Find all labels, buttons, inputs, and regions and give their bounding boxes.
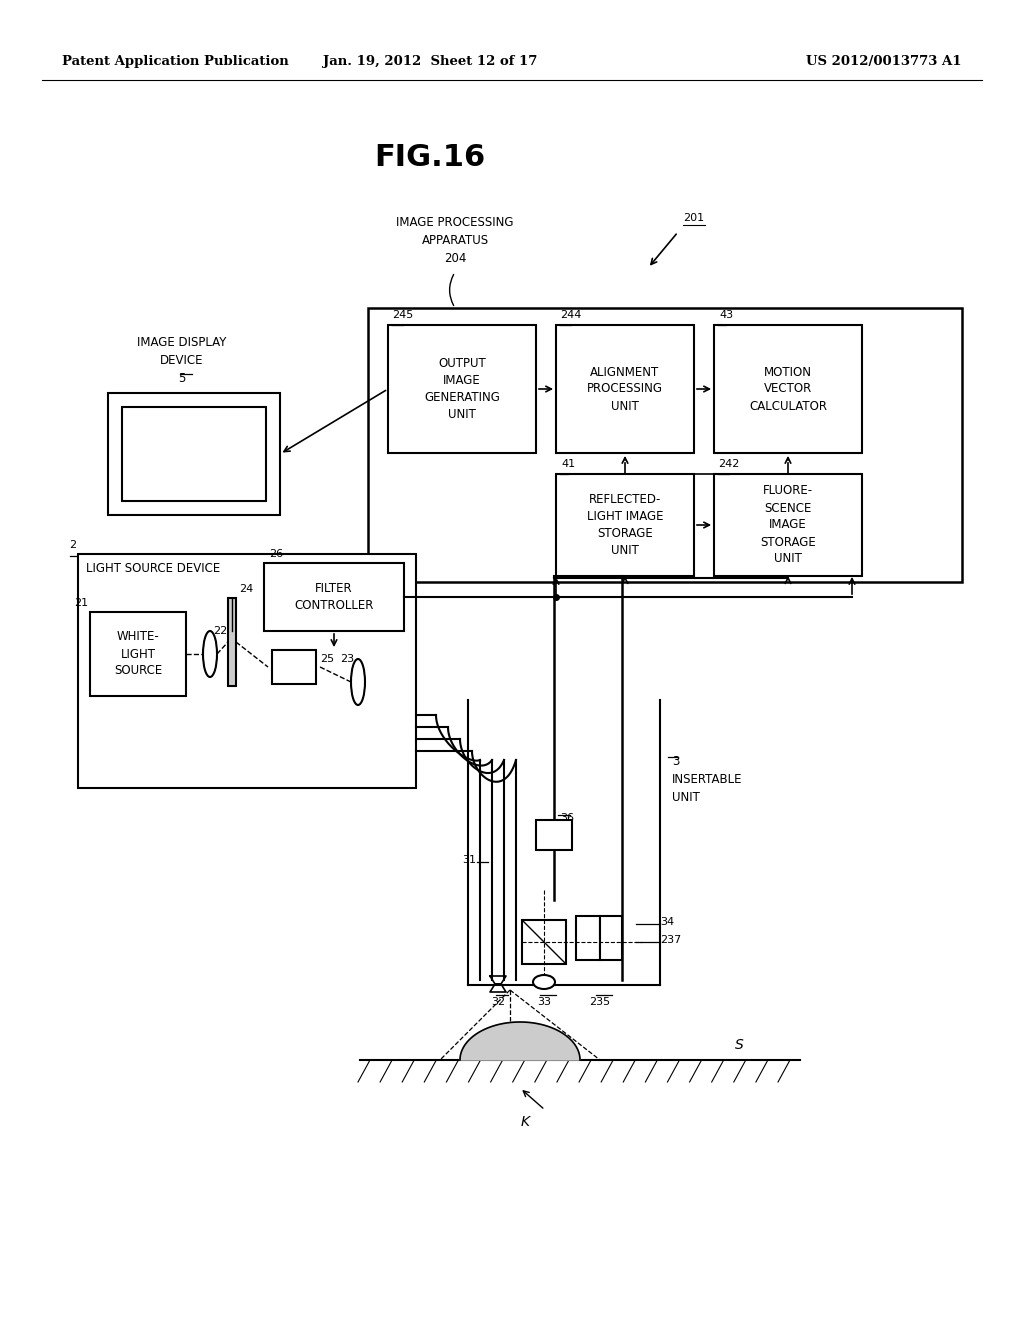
Text: S: S [735,1038,743,1052]
Text: ALIGNMENT
PROCESSING
UNIT: ALIGNMENT PROCESSING UNIT [587,366,663,412]
Text: OUTPUT
IMAGE
GENERATING
UNIT: OUTPUT IMAGE GENERATING UNIT [424,356,500,421]
FancyBboxPatch shape [388,325,536,453]
FancyBboxPatch shape [714,474,862,576]
Text: 201: 201 [683,213,705,223]
Polygon shape [460,1022,580,1060]
FancyBboxPatch shape [122,407,266,502]
Text: 41: 41 [561,459,575,469]
FancyBboxPatch shape [714,325,862,453]
Text: 242: 242 [718,459,739,469]
Text: LIGHT SOURCE DEVICE: LIGHT SOURCE DEVICE [86,562,220,576]
Text: 24: 24 [239,583,253,594]
FancyBboxPatch shape [556,474,694,576]
Text: MOTION
VECTOR
CALCULATOR: MOTION VECTOR CALCULATOR [749,366,827,412]
Text: US 2012/0013773 A1: US 2012/0013773 A1 [807,55,962,69]
Text: K: K [520,1115,529,1129]
Text: FILTER
CONTROLLER: FILTER CONTROLLER [294,582,374,612]
FancyBboxPatch shape [264,564,404,631]
Text: 23: 23 [340,653,354,664]
FancyBboxPatch shape [575,916,600,960]
Text: 2: 2 [69,540,76,550]
Text: 33: 33 [537,997,551,1007]
FancyBboxPatch shape [600,916,622,960]
Text: 237: 237 [660,935,681,945]
Text: WHITE-
LIGHT
SOURCE: WHITE- LIGHT SOURCE [114,631,162,677]
FancyBboxPatch shape [556,325,694,453]
Text: IMAGE DISPLAY
DEVICE
5: IMAGE DISPLAY DEVICE 5 [137,337,226,385]
FancyBboxPatch shape [90,612,186,696]
FancyBboxPatch shape [228,598,236,686]
Text: 31: 31 [462,855,476,865]
Text: 34: 34 [660,917,674,927]
Text: 245: 245 [392,310,414,319]
Text: 32: 32 [490,997,505,1007]
FancyBboxPatch shape [368,308,962,582]
FancyBboxPatch shape [78,554,416,788]
FancyBboxPatch shape [536,820,572,850]
Text: FIG.16: FIG.16 [375,144,485,173]
Ellipse shape [534,975,555,989]
FancyBboxPatch shape [108,393,280,515]
Ellipse shape [351,659,365,705]
Text: 244: 244 [560,310,582,319]
Text: 25: 25 [319,653,334,664]
Text: 43: 43 [719,310,733,319]
Text: IMAGE PROCESSING
APPARATUS
204: IMAGE PROCESSING APPARATUS 204 [396,215,514,264]
FancyBboxPatch shape [272,649,316,684]
Text: FLUORE-
SCENCE
IMAGE
STORAGE
UNIT: FLUORE- SCENCE IMAGE STORAGE UNIT [760,484,816,565]
Text: 235: 235 [590,997,610,1007]
Text: Jan. 19, 2012  Sheet 12 of 17: Jan. 19, 2012 Sheet 12 of 17 [323,55,538,69]
Ellipse shape [203,631,217,677]
Text: 21: 21 [74,598,88,609]
Text: 26: 26 [269,549,283,558]
FancyBboxPatch shape [522,920,566,964]
Text: Patent Application Publication: Patent Application Publication [62,55,289,69]
Text: REFLECTED-
LIGHT IMAGE
STORAGE
UNIT: REFLECTED- LIGHT IMAGE STORAGE UNIT [587,492,664,557]
Text: 3
INSERTABLE
UNIT: 3 INSERTABLE UNIT [672,755,742,804]
Text: 36: 36 [560,813,574,822]
Text: 22: 22 [213,626,227,636]
